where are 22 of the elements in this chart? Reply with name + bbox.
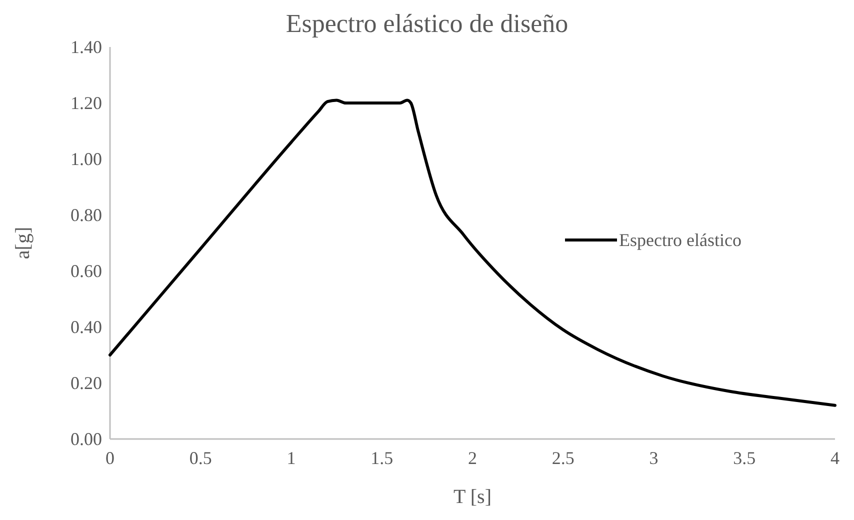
y-tick-label: 1.40: [70, 37, 102, 57]
y-tick-label: 0.00: [70, 429, 102, 449]
y-tick-label: 1.00: [70, 149, 102, 169]
x-tick-label: 1.5: [370, 448, 394, 468]
x-tick-label: 4: [830, 448, 840, 468]
y-tick-label: 0.40: [70, 317, 102, 337]
y-tick-label: 1.20: [70, 93, 102, 113]
y-tick-label: 0.60: [70, 261, 102, 281]
x-tick-label: 0: [106, 448, 114, 468]
x-tick-label: 3.5: [733, 448, 756, 468]
x-tick-label: 0.5: [189, 448, 212, 468]
x-tick-label: 2.5: [552, 448, 574, 468]
chart-title: Espectro elástico de diseño: [286, 9, 568, 38]
x-tick-label: 3: [649, 448, 658, 468]
x-tick-label: 2: [468, 448, 477, 468]
x-axis-title: T [s]: [454, 486, 492, 508]
line-series: [108, 98, 836, 407]
y-axis-title: a[g]: [12, 226, 34, 260]
x-tick-label: 1: [286, 448, 296, 468]
y-tick-label: 0.20: [70, 373, 102, 393]
y-tick-label: 0.80: [70, 205, 102, 225]
legend-label: Espectro elástico: [619, 230, 742, 250]
